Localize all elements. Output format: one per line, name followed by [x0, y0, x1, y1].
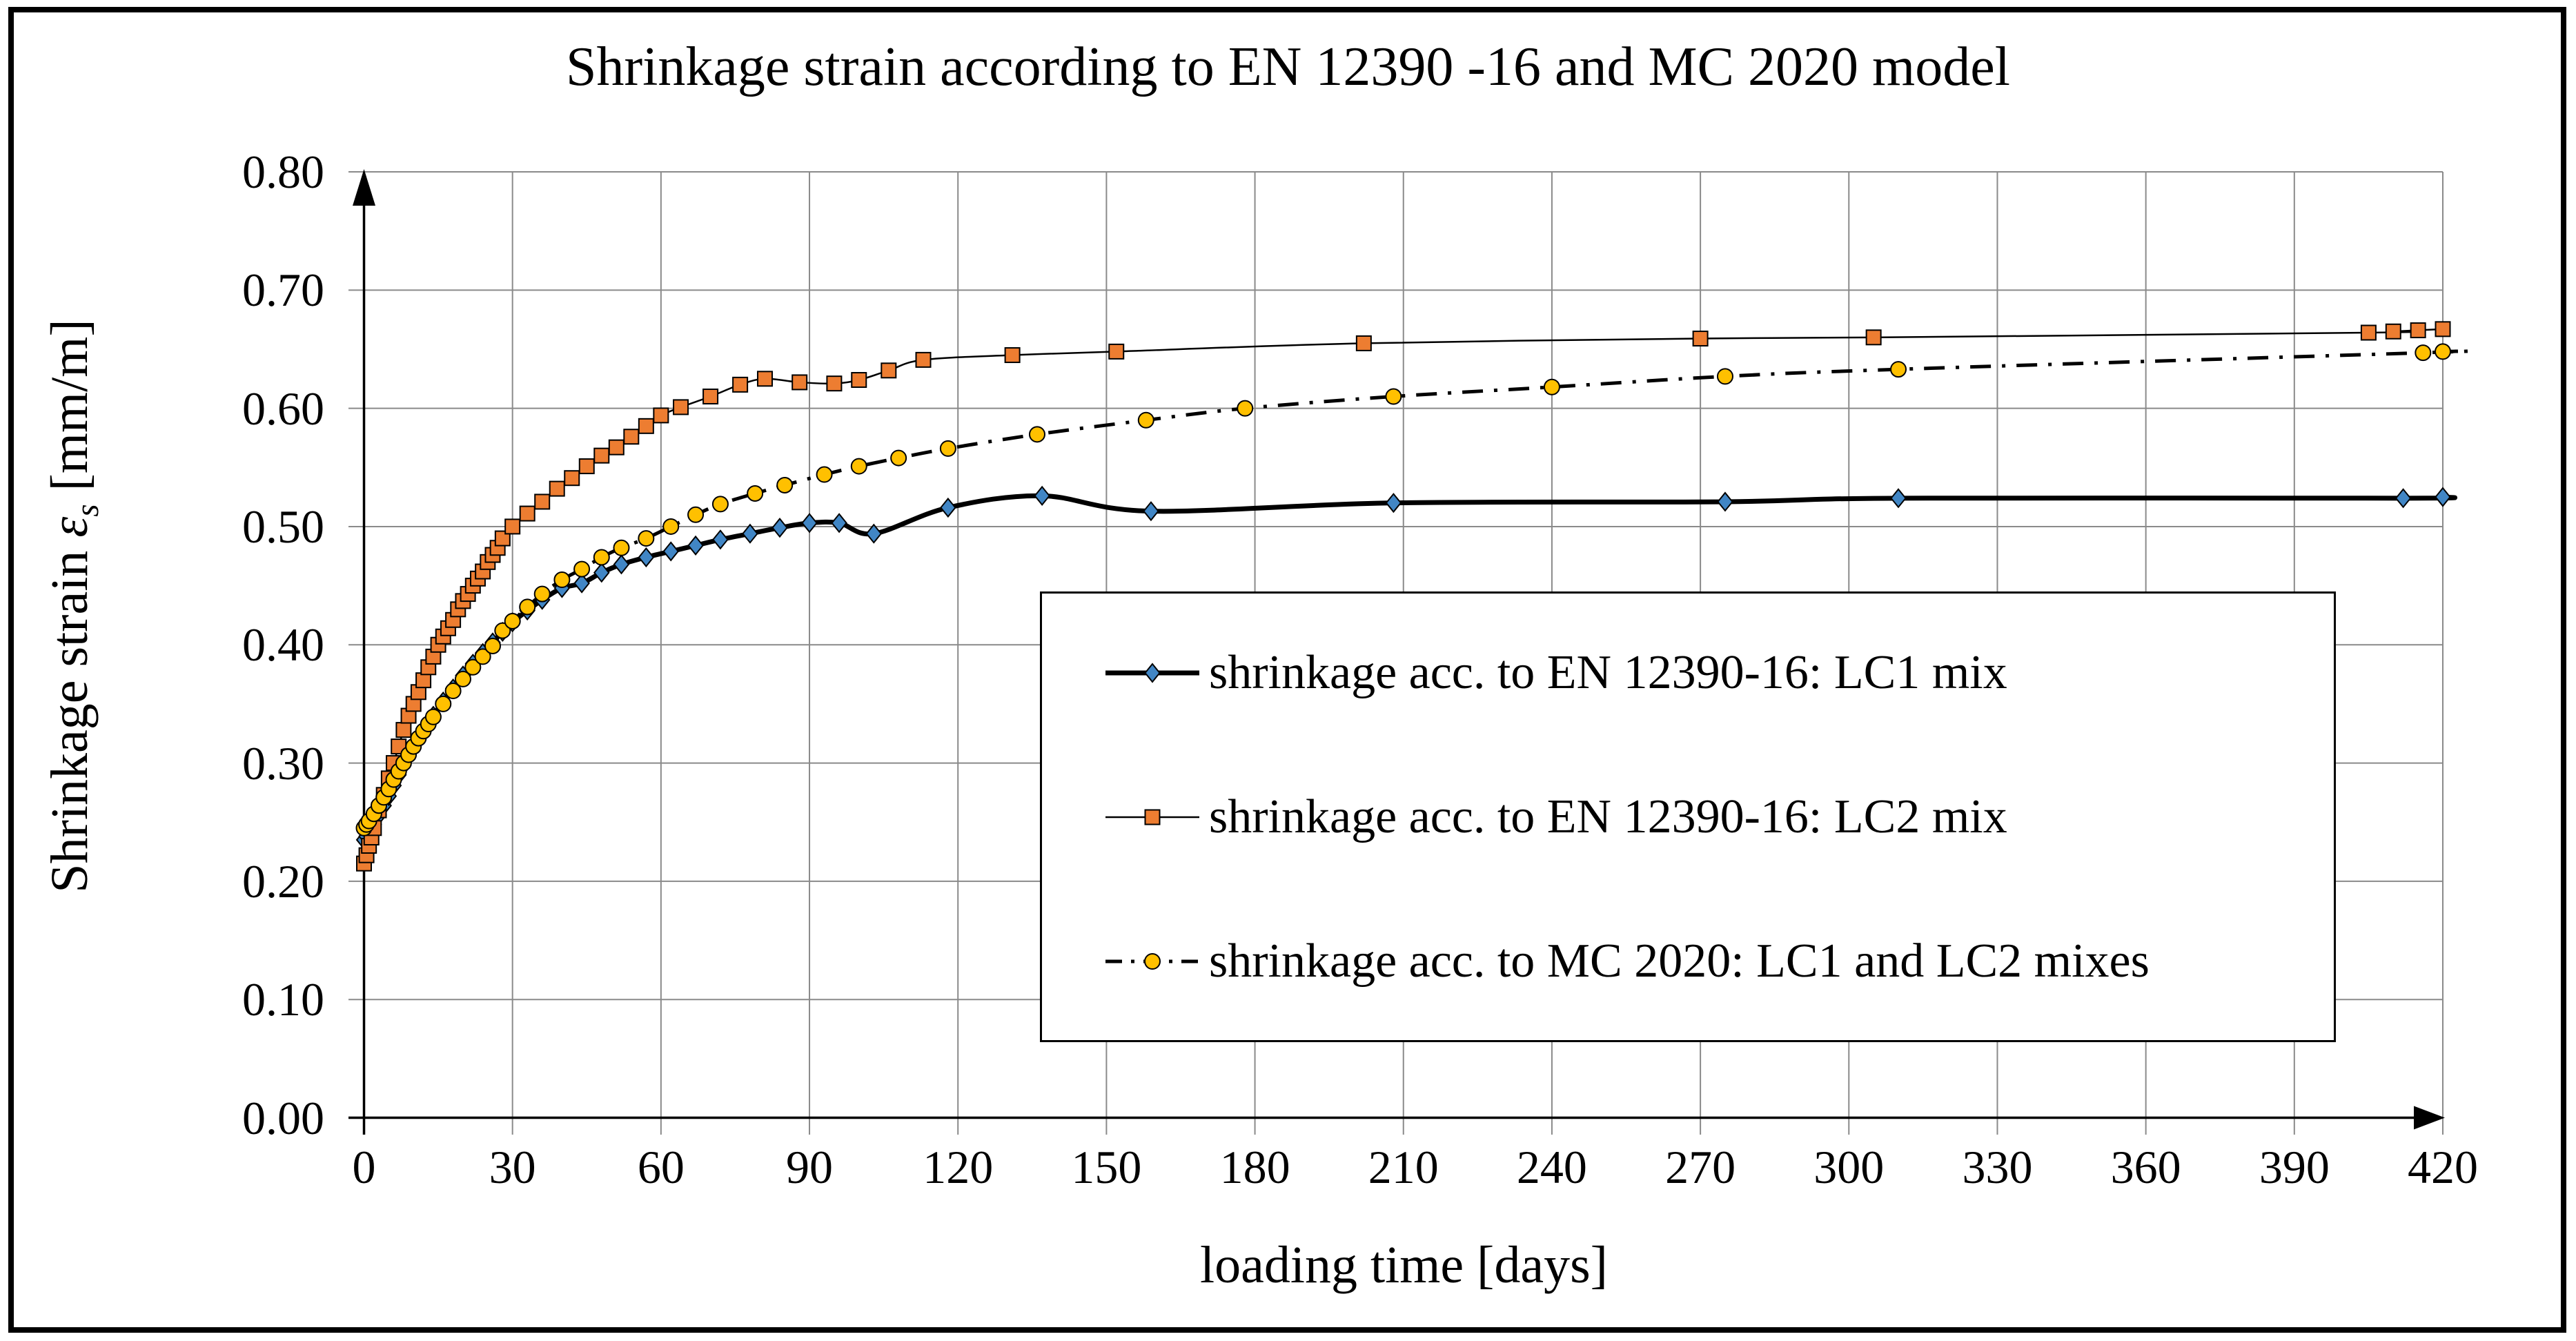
- y-tick-label: 0.30: [242, 736, 324, 790]
- y-tick-label: 0.20: [242, 854, 324, 908]
- x-tick-label: 360: [2110, 1141, 2181, 1193]
- x-tick-label: 60: [637, 1141, 685, 1193]
- epsilon-symbol: ε: [40, 516, 99, 538]
- x-tick-label: 420: [2408, 1141, 2478, 1193]
- series-mc2020: [355, 343, 2470, 836]
- x-tick-label: 330: [1962, 1141, 2033, 1193]
- legend-line-circle-icon: [1105, 952, 1199, 970]
- x-tick-label: 270: [1665, 1141, 1736, 1193]
- legend-row-lc1: shrinkage acc. to EN 12390-16: LC1 mix: [1105, 600, 2334, 745]
- figure-border: [8, 7, 2566, 1333]
- y-tick-label: 0.50: [242, 500, 324, 553]
- legend-label-lc1: shrinkage acc. to EN 12390-16: LC1 mix: [1209, 645, 2007, 699]
- y-tick-label: 0.00: [242, 1091, 324, 1144]
- x-tick-label: 90: [786, 1141, 834, 1193]
- x-axis-label: loading time [days]: [1200, 1236, 1608, 1294]
- axes: [348, 169, 2445, 1135]
- legend: shrinkage acc. to EN 12390-16: LC1 mix s…: [1040, 591, 2336, 1042]
- x-tick-label: 240: [1516, 1141, 1587, 1193]
- legend-row-lc2: shrinkage acc. to EN 12390-16: LC2 mix: [1105, 745, 2334, 889]
- x-tick-label: 180: [1219, 1141, 1290, 1193]
- y-axis-label-units: [mm/m]: [40, 319, 99, 505]
- x-tick-label: 300: [1813, 1141, 1885, 1193]
- x-tick-label: 150: [1071, 1141, 1142, 1193]
- legend-label-lc2: shrinkage acc. to EN 12390-16: LC2 mix: [1209, 790, 2007, 843]
- legend-line-square-icon: [1105, 809, 1199, 825]
- y-tick-label: 0.60: [242, 382, 324, 435]
- legend-line-diamond-icon: [1105, 662, 1199, 683]
- legend-row-mc2020: shrinkage acc. to MC 2020: LC1 and LC2 m…: [1105, 889, 2334, 1033]
- y-tick-label: 0.70: [242, 264, 324, 317]
- y-axis-label-text: Shrinkage strain: [40, 537, 99, 893]
- x-tick-label: 390: [2259, 1141, 2330, 1193]
- x-tick-label: 210: [1368, 1141, 1439, 1193]
- x-tick-label: 0: [352, 1141, 376, 1193]
- x-tick-label: 30: [489, 1141, 536, 1193]
- x-tick-label: 120: [923, 1141, 994, 1193]
- y-tick-label: 0.10: [242, 973, 324, 1026]
- legend-label-mc2020: shrinkage acc. to MC 2020: LC1 and LC2 m…: [1209, 934, 2150, 988]
- chart-title: Shrinkage strain according to EN 12390 -…: [566, 37, 2010, 97]
- y-axis-label: Shrinkage strain εs [mm/m]: [40, 319, 106, 892]
- epsilon-subscript: s: [70, 504, 106, 517]
- y-tick-label: 0.80: [242, 146, 324, 198]
- y-tick-label: 0.40: [242, 618, 324, 672]
